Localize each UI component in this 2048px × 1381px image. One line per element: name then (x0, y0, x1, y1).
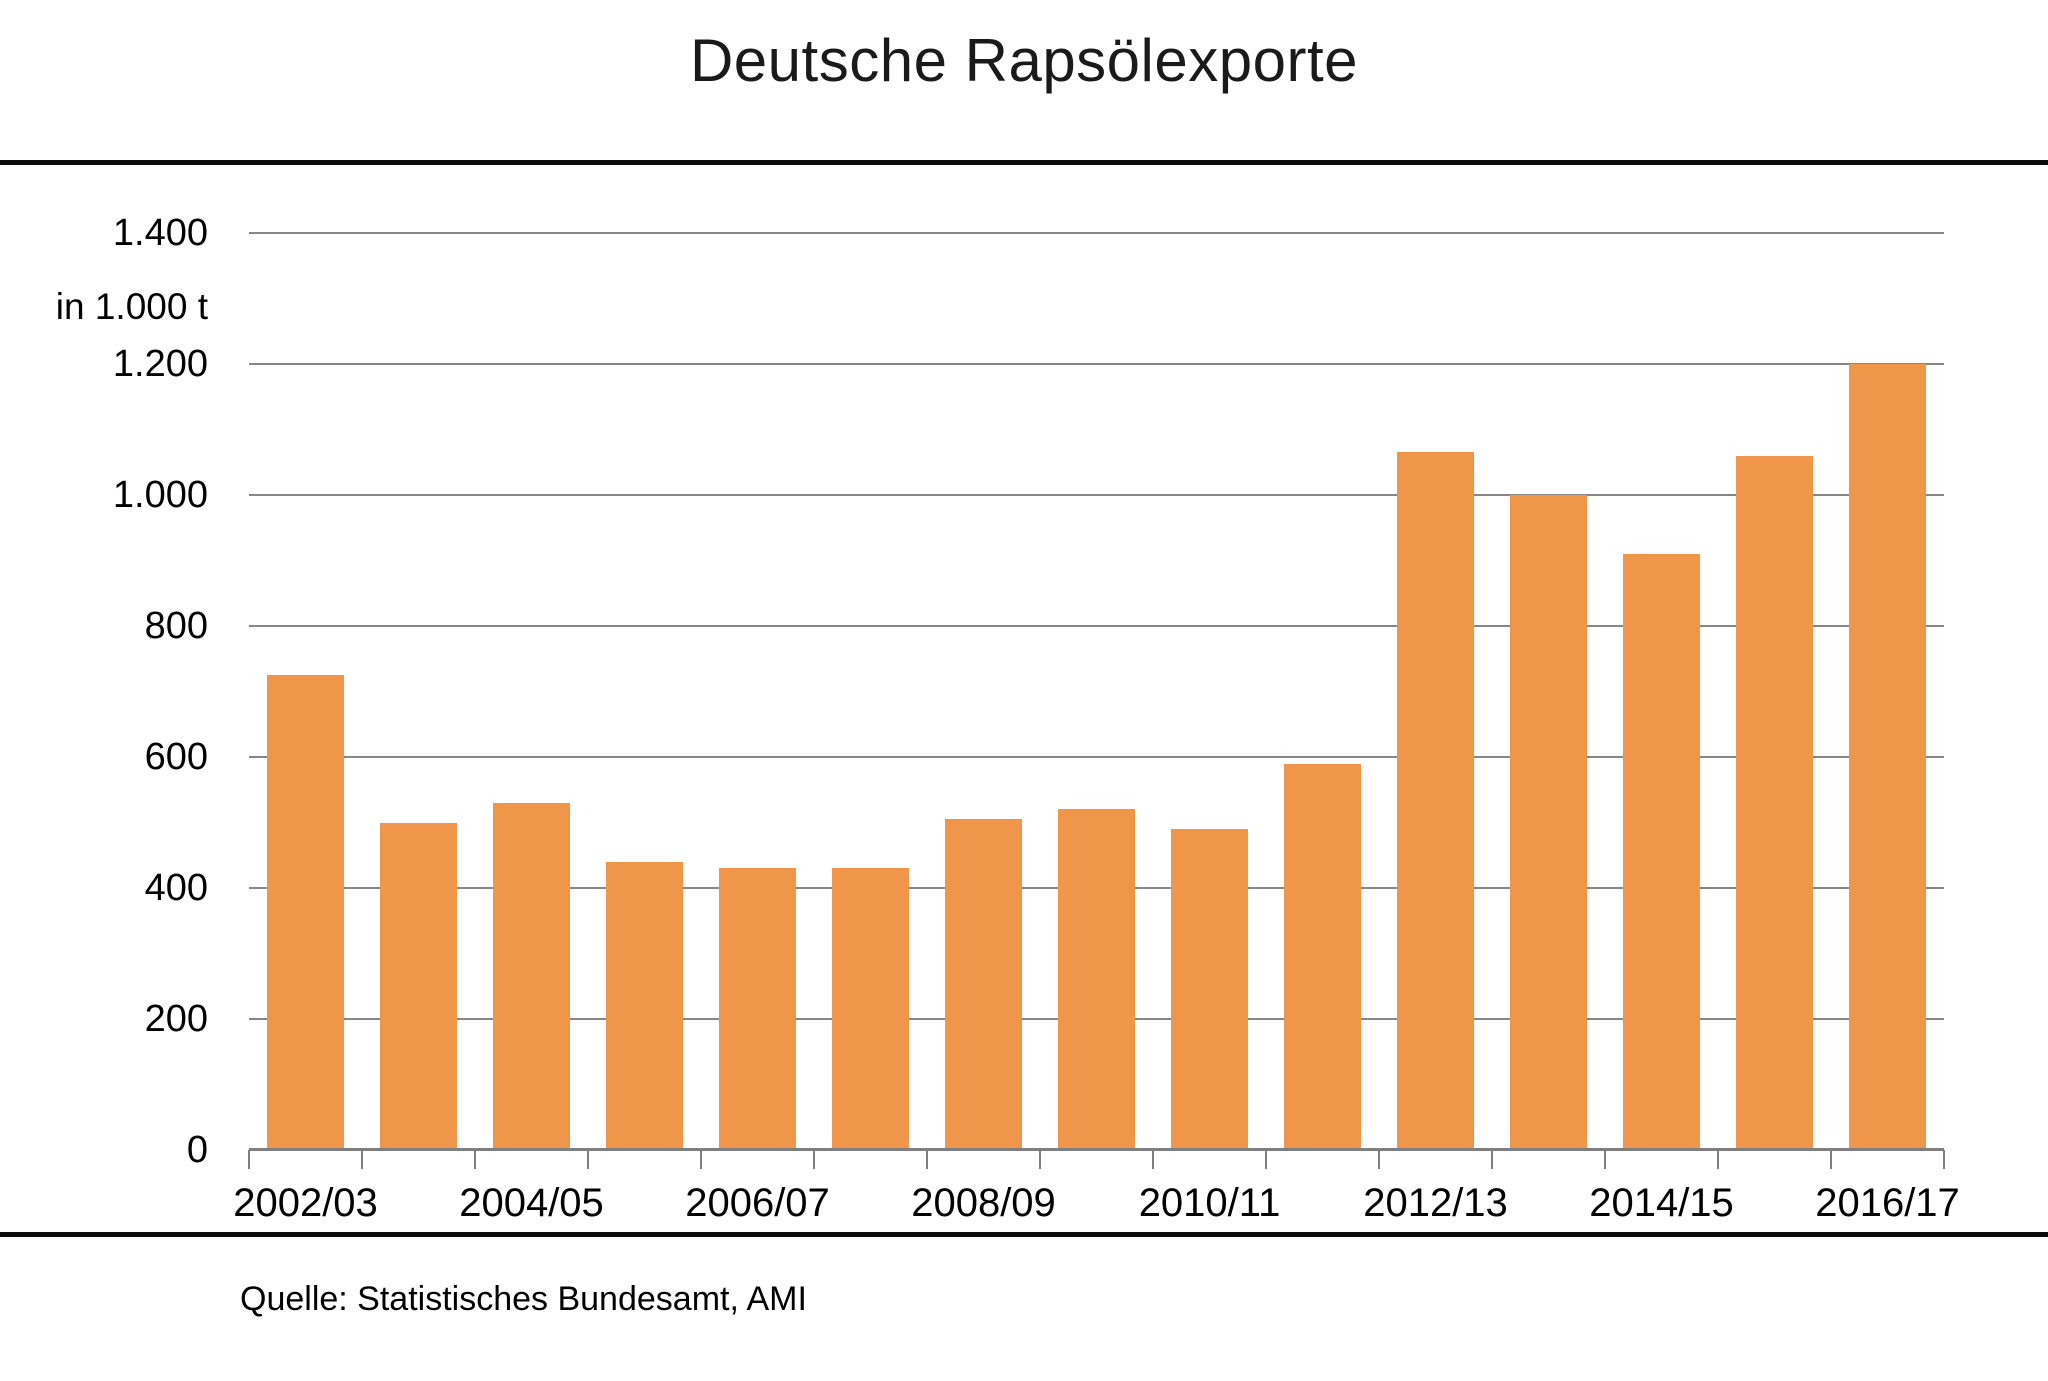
x-tick-mark (248, 1150, 250, 1169)
x-tick-label: 2008/09 (911, 1181, 1056, 1225)
bar-2002/03 (267, 675, 344, 1150)
top-rule (0, 160, 2048, 165)
bar-2015/16 (1736, 455, 1813, 1150)
x-tick-mark (474, 1150, 476, 1169)
y-tick-label: 400 (144, 867, 208, 909)
x-tick-label: 2002/03 (233, 1181, 378, 1225)
x-tick-mark (1378, 1150, 1380, 1169)
bar-2012/13 (1397, 452, 1474, 1150)
x-axis-line (249, 1148, 1944, 1151)
bar-2005/06 (606, 861, 683, 1150)
bar-2003/04 (380, 822, 457, 1150)
bar-2011/12 (1284, 763, 1361, 1150)
bar-2009/10 (1058, 809, 1135, 1150)
x-tick-mark (1943, 1150, 1945, 1169)
bar-2006/07 (719, 868, 796, 1150)
x-tick-label: 2006/07 (685, 1181, 830, 1225)
x-tick-label: 2004/05 (459, 1181, 604, 1225)
x-tick-mark (1604, 1150, 1606, 1169)
y-axis-unit-label: in 1.000 t (55, 286, 208, 327)
y-tick-label: 0 (186, 1129, 208, 1171)
x-tick-mark (1152, 1150, 1154, 1169)
x-tick-mark (926, 1150, 928, 1169)
y-tick-label: 1.400 (112, 212, 208, 254)
gridline (249, 494, 1944, 496)
x-tick-mark (1830, 1150, 1832, 1169)
bar-2014/15 (1623, 553, 1700, 1150)
source-note: Quelle: Statistisches Bundesamt, AMI (240, 1280, 807, 1318)
gridline (249, 756, 1944, 758)
plot-area (248, 232, 1945, 1169)
x-tick-mark (1717, 1150, 1719, 1169)
x-tick-mark (700, 1150, 702, 1169)
gridline (249, 625, 1944, 627)
x-tick-mark (1039, 1150, 1041, 1169)
y-tick-label: 1.200 (112, 343, 208, 385)
x-tick-label: 2016/17 (1815, 1181, 1960, 1225)
bar-2013/14 (1510, 495, 1587, 1150)
gridline (249, 232, 1944, 234)
x-tick-mark (813, 1150, 815, 1169)
x-tick-label: 2012/13 (1363, 1181, 1508, 1225)
y-tick-label: 600 (144, 736, 208, 778)
bottom-rule (0, 1232, 2048, 1237)
bar-2007/08 (832, 868, 909, 1150)
chart-title: Deutsche Rapsölexporte (689, 27, 1359, 94)
x-tick-mark (361, 1150, 363, 1169)
y-tick-label: 800 (144, 605, 208, 647)
bar-2016/17 (1849, 364, 1926, 1150)
y-tick-label: 1.000 (112, 474, 208, 516)
y-tick-label: 200 (144, 998, 208, 1040)
x-tick-label: 2010/11 (1138, 1181, 1281, 1225)
bar-2010/11 (1171, 829, 1248, 1150)
bar-2004/05 (493, 802, 570, 1150)
x-tick-mark (1265, 1150, 1267, 1169)
x-tick-mark (1491, 1150, 1493, 1169)
bar-2008/09 (945, 819, 1022, 1150)
x-tick-label: 2014/15 (1589, 1181, 1734, 1225)
x-tick-mark (587, 1150, 589, 1169)
gridline (249, 363, 1944, 365)
